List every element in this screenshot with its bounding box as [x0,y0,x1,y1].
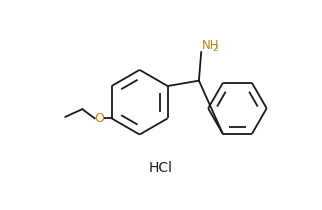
Text: NH: NH [202,39,220,52]
Text: O: O [94,112,104,125]
Text: HCl: HCl [148,161,172,175]
Text: 2: 2 [212,44,218,53]
